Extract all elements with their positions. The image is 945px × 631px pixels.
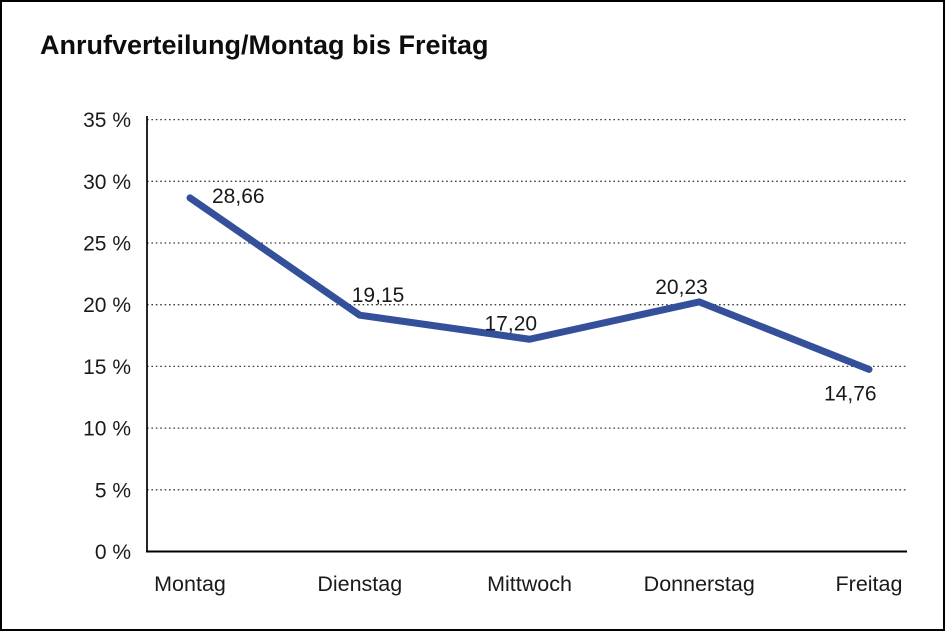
data-point-label: 28,66	[212, 185, 265, 208]
y-tick-label: 25 %	[83, 233, 131, 256]
y-tick-label: 5 %	[95, 479, 131, 502]
y-tick-label: 10 %	[83, 418, 131, 441]
x-category-label: Montag	[154, 572, 226, 596]
x-category-label: Freitag	[836, 572, 903, 596]
chart-title: Anrufverteilung/Montag bis Freitag	[40, 30, 489, 60]
x-category-label: Dienstag	[317, 572, 402, 596]
x-category-label: Mittwoch	[487, 572, 572, 596]
data-series-line	[186, 194, 873, 373]
x-category-label: Donnerstag	[644, 572, 755, 596]
data-point-label: 19,15	[352, 284, 405, 307]
y-tick-label: 15 %	[83, 356, 131, 379]
data-point-label: 17,20	[485, 312, 538, 335]
data-point-label: 20,23	[655, 276, 708, 299]
y-tick-label: 20 %	[83, 294, 131, 317]
data-point-label: 14,76	[824, 382, 877, 405]
y-tick-label: 30 %	[83, 171, 131, 194]
y-tick-label: 0 %	[95, 541, 131, 564]
y-tick-label: 35 %	[83, 109, 131, 132]
